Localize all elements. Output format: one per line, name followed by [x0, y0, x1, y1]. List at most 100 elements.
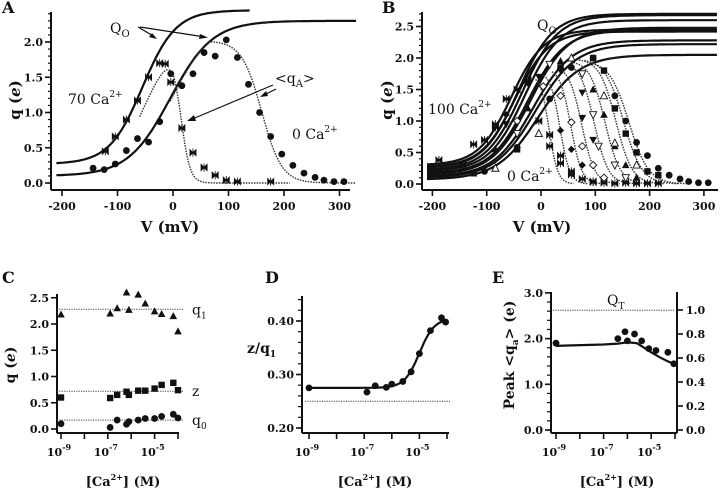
panel-d-points — [305, 314, 450, 396]
data-point — [589, 136, 597, 144]
data-point-q1 — [113, 304, 121, 312]
data-point — [670, 360, 678, 368]
data-point-q0 — [158, 413, 166, 420]
data-point — [300, 169, 308, 177]
data-point — [556, 91, 565, 101]
data-point — [632, 160, 641, 169]
data-point — [340, 178, 348, 185]
data-point — [614, 335, 622, 342]
data-point — [546, 95, 554, 103]
data-point — [644, 152, 651, 160]
panel-label-c: C — [2, 268, 15, 287]
data-point-z — [113, 391, 121, 399]
data-point — [233, 54, 241, 61]
data-point — [134, 96, 141, 105]
arrowhead-qa-70 — [187, 115, 196, 121]
y-tick-label: 3.0 — [524, 287, 543, 300]
data-point — [502, 111, 510, 119]
data-point — [621, 328, 629, 336]
data-point — [632, 173, 641, 181]
qo-fit-curve-4 — [426, 19, 717, 172]
data-point — [594, 142, 603, 152]
panel-a-qa-label: <qA> — [275, 71, 315, 90]
data-point — [622, 130, 629, 137]
data-point — [567, 53, 576, 62]
reference-label-z: z — [192, 384, 199, 400]
y-right-tick-label: 0.6 — [686, 352, 705, 365]
data-point — [638, 337, 646, 345]
y-tick-label: 0.0 — [30, 423, 49, 436]
qa-curve-0 — [139, 69, 290, 184]
data-point — [589, 178, 597, 187]
panel-a-points — [89, 36, 348, 186]
data-point-q1 — [150, 307, 159, 315]
qa-curve-7 — [584, 59, 678, 185]
y-tick-label: 0.30 — [267, 369, 294, 382]
data-point — [546, 130, 554, 139]
panel-c: 0.0 0.5 1.0 1.5 2.0 2.5 10-9 10-7 10-5 q1 z q0 [Ca… — [3, 288, 207, 490]
y-right-tick-label: 0.4 — [686, 376, 705, 389]
fit-curve — [555, 341, 675, 365]
data-point — [655, 171, 662, 179]
data-point-q0 — [174, 414, 182, 422]
data-point — [589, 85, 597, 93]
data-point — [524, 104, 532, 112]
data-point — [556, 126, 565, 135]
y-tick-label: 0.5 — [30, 397, 49, 410]
data-point — [100, 166, 108, 174]
data-point — [320, 176, 328, 184]
data-point — [233, 177, 241, 186]
y-tick-label: 1.5 — [24, 71, 43, 84]
x-tick-label: 10-9 — [295, 442, 320, 459]
data-point — [644, 168, 651, 175]
data-point — [633, 149, 640, 156]
x-tick-label: 10-5 — [140, 442, 164, 459]
data-point — [267, 177, 275, 186]
y-tick-label: 2.0 — [395, 52, 414, 65]
data-point — [438, 314, 445, 322]
reference-label-q0: q0 — [192, 413, 207, 432]
qa-curve-1 — [543, 74, 589, 185]
data-point — [557, 151, 564, 160]
data-point — [546, 142, 554, 151]
data-point — [491, 123, 499, 132]
data-point-z — [57, 394, 65, 401]
data-point — [289, 161, 297, 169]
data-point — [161, 59, 169, 68]
data-point — [535, 73, 543, 81]
qo-fit-curve-3 — [426, 14, 717, 171]
data-point — [685, 178, 693, 185]
data-point — [363, 388, 371, 396]
data-point — [167, 78, 175, 87]
panel-b-axes: 0.0 0.5 1.0 1.5 2.0 2.5 -200 -100 0 100 200 300 — [395, 12, 718, 213]
data-point — [578, 161, 586, 169]
arrowhead-qo-0 — [199, 34, 208, 39]
data-point — [610, 161, 620, 171]
data-point — [427, 327, 434, 335]
data-point — [178, 123, 186, 133]
data-point-z — [170, 379, 177, 386]
data-point — [676, 175, 684, 183]
x-tick-label: 100 — [584, 200, 607, 213]
panel-a-arrows — [137, 26, 277, 121]
panel-e-ylabel: Peak <qa> (e) — [502, 301, 521, 410]
panel-e-points — [552, 328, 678, 368]
data-point — [621, 174, 631, 183]
data-point — [588, 111, 598, 120]
data-point — [535, 116, 543, 126]
data-point — [371, 382, 379, 390]
data-point — [189, 148, 197, 157]
data-point-q1 — [169, 312, 178, 320]
data-point — [557, 159, 564, 168]
x-tick-label: -200 — [419, 200, 447, 213]
panel-c-xlabel: [Ca2+] (M) — [86, 472, 161, 490]
data-point — [567, 118, 576, 127]
panel-c-reference-lines: q1 z q0 — [57, 302, 207, 432]
data-point — [122, 147, 130, 154]
y-tick-label: 2.0 — [24, 36, 43, 49]
y-tick-label: 2.0 — [30, 318, 49, 331]
panel-b-qo-label: QO — [537, 18, 557, 37]
data-point — [245, 80, 252, 88]
data-point — [588, 160, 598, 170]
data-point — [599, 173, 609, 182]
